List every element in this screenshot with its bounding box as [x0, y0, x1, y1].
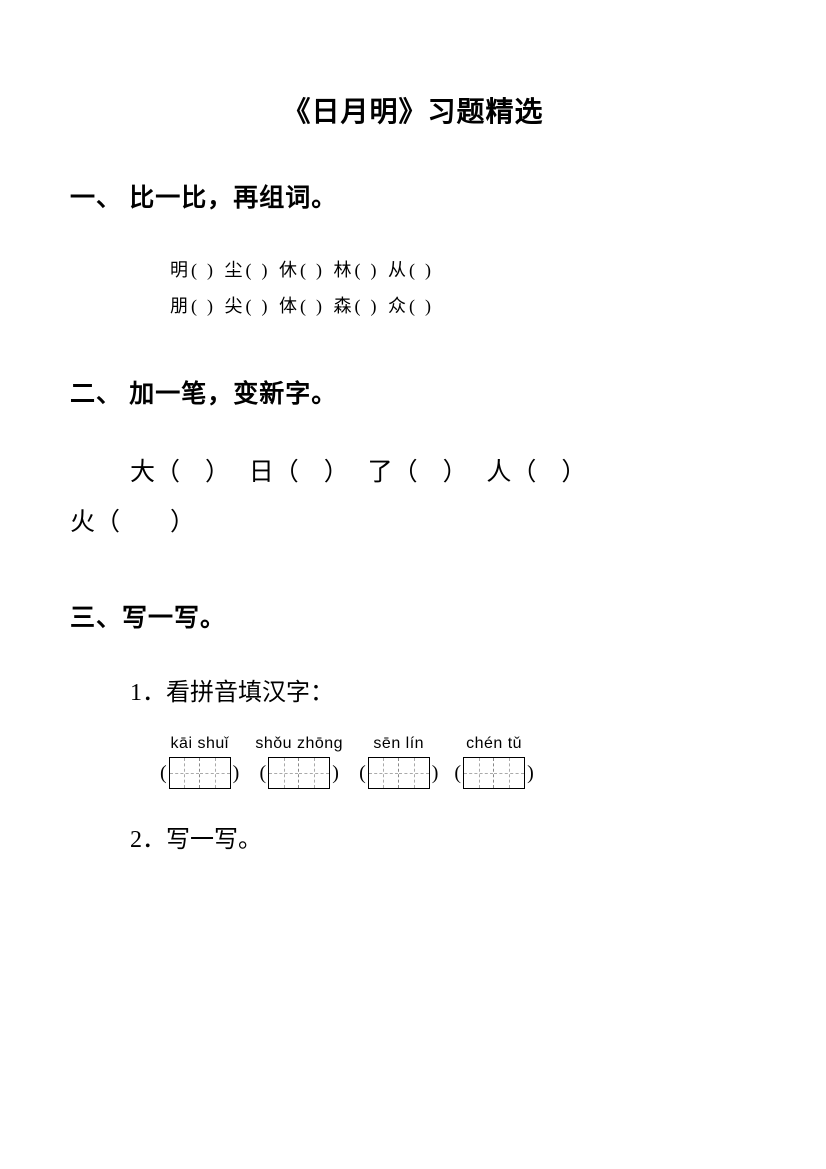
- compare-row-2: 朋 尖 体 森 众: [170, 288, 756, 324]
- compare-char: 林: [334, 252, 352, 288]
- paren-left: (: [359, 762, 366, 785]
- tian-box: [299, 758, 329, 788]
- compare-item: 尘: [225, 252, 271, 288]
- compare-item: 众: [388, 288, 434, 324]
- add-stroke-line: 大（ ） 日（ ） 了（ ） 人（ ） 火（ ）: [130, 448, 756, 548]
- tian-box: [170, 758, 200, 788]
- pinyin-row: kāi shuǐ ( ) shǒu zhōng ( ) sēn lín (: [160, 735, 756, 789]
- tian-box: [464, 758, 494, 788]
- paren-right: ): [233, 762, 240, 785]
- stroke-char: 人: [486, 459, 511, 486]
- pinyin-group: kāi shuǐ ( ): [160, 735, 239, 789]
- section-2-heading: 二、 加一笔，变新字。: [70, 374, 756, 410]
- pinyin-text: kāi shuǐ: [160, 735, 239, 753]
- compare-item: 朋: [170, 288, 216, 324]
- sub-item-2: 2．写一写。: [130, 819, 756, 854]
- tian-boxes: [368, 757, 430, 789]
- blank-paren: [352, 288, 380, 324]
- blank-paren: [188, 252, 216, 288]
- blank-paren: [297, 288, 325, 324]
- compare-item: 体: [279, 288, 325, 324]
- paren-right: ): [332, 762, 339, 785]
- page-title: 《日月明》习题精选: [70, 90, 756, 130]
- tian-box-wrap: ( ): [359, 757, 438, 789]
- stroke-char: 大: [130, 459, 155, 486]
- sub-item-1: 1．看拼音填汉字：: [130, 672, 756, 707]
- section-3-heading: 三、写一写。: [70, 598, 756, 634]
- tian-box: [269, 758, 299, 788]
- tian-boxes: [169, 757, 231, 789]
- compare-row-1: 明 尘 休 林 从: [170, 252, 756, 288]
- compare-char: 休: [279, 252, 297, 288]
- stroke-char: 火: [70, 509, 95, 536]
- stroke-item: 火（ ）: [70, 509, 195, 536]
- compare-char: 尖: [225, 288, 243, 324]
- tian-box-wrap: ( ): [454, 757, 533, 789]
- stroke-item: 大（ ）: [130, 459, 243, 486]
- compare-char: 从: [388, 252, 406, 288]
- compare-item: 尖: [225, 288, 271, 324]
- section-1-heading: 一、 比一比，再组词。: [70, 178, 756, 214]
- compare-item: 休: [279, 252, 325, 288]
- compare-item: 明: [170, 252, 216, 288]
- tian-box: [369, 758, 399, 788]
- paren-left: (: [454, 762, 461, 785]
- tian-box: [399, 758, 429, 788]
- tian-boxes: [268, 757, 330, 789]
- blank-paren: [297, 252, 325, 288]
- paren-right: ): [432, 762, 439, 785]
- paren-right: ): [527, 762, 534, 785]
- compare-item: 林: [334, 252, 380, 288]
- blank-paren: [188, 288, 216, 324]
- pinyin-group: sēn lín ( ): [359, 735, 438, 789]
- tian-box-wrap: ( ): [160, 757, 239, 789]
- pinyin-text: sēn lín: [359, 735, 438, 753]
- paren-left: (: [260, 762, 267, 785]
- stroke-item: 日（ ）: [249, 459, 362, 486]
- compare-item: 森: [334, 288, 380, 324]
- compare-char: 体: [279, 288, 297, 324]
- compare-char: 朋: [170, 288, 188, 324]
- compare-char: 明: [170, 252, 188, 288]
- pinyin-group: chén tǔ ( ): [454, 735, 533, 789]
- blank-paren: [406, 252, 434, 288]
- blank-paren: [406, 288, 434, 324]
- stroke-item: 了（ ）: [368, 459, 481, 486]
- tian-boxes: [463, 757, 525, 789]
- blank-paren: [243, 288, 271, 324]
- blank-paren: [352, 252, 380, 288]
- compare-char: 尘: [225, 252, 243, 288]
- pinyin-text: chén tǔ: [454, 735, 533, 753]
- stroke-item: 人（ ）: [486, 459, 599, 486]
- stroke-char: 日: [249, 459, 274, 486]
- tian-box: [200, 758, 230, 788]
- compare-item: 从: [388, 252, 434, 288]
- compare-char: 众: [388, 288, 406, 324]
- pinyin-text: shǒu zhōng: [255, 735, 343, 753]
- pinyin-group: shǒu zhōng ( ): [255, 735, 343, 789]
- paren-left: (: [160, 762, 167, 785]
- blank-paren: [243, 252, 271, 288]
- tian-box: [494, 758, 524, 788]
- tian-box-wrap: ( ): [260, 757, 339, 789]
- stroke-char: 了: [368, 459, 393, 486]
- compare-char: 森: [334, 288, 352, 324]
- compare-block: 明 尘 休 林 从 朋 尖 体 森 众: [170, 252, 756, 324]
